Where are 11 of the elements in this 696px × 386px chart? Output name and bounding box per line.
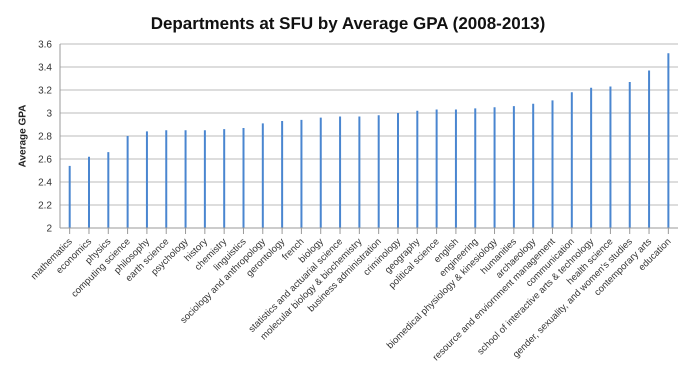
y-tick-label: 3.6 [38, 40, 52, 51]
y-tick-label: 3.2 [38, 86, 52, 97]
y-tick-label: 2.6 [38, 154, 52, 166]
y-axis-title: Average GPA [18, 104, 29, 168]
chart-title: Departments at SFU by Average GPA (2008-2013) [150, 13, 546, 35]
y-tick-label: 2.2 [38, 200, 52, 212]
y-tick-label: 3 [46, 108, 52, 120]
y-tick-label: 2.4 [38, 178, 52, 189]
y-tick-label: 3.4 [38, 62, 52, 74]
y-tick-label: 2 [46, 224, 52, 235]
y-tick-label: 2.8 [38, 132, 52, 143]
